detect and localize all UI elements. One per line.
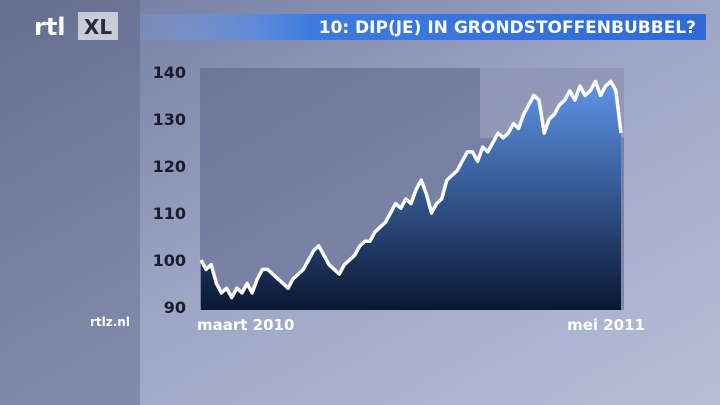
logo-xl: XL: [84, 15, 112, 39]
y-tick-label: 110: [153, 204, 186, 223]
x-tick-label: maart 2010: [197, 316, 294, 334]
y-tick-label: 130: [153, 110, 186, 129]
title: 10: DIP(JE) IN GRONDSTOFFENBUBBEL?: [319, 18, 696, 38]
side-panel: [0, 0, 140, 405]
area-fill: [201, 81, 621, 311]
y-tick-label: 140: [153, 63, 186, 82]
x-tick-label: mei 2011: [567, 316, 645, 334]
line: [199, 79, 623, 300]
y-tick-label: 100: [153, 251, 186, 270]
y-tick-label: 120: [153, 157, 186, 176]
source: rtlz.nl: [90, 315, 130, 329]
logo-box: [78, 12, 118, 40]
logo-rtl: rtl: [34, 13, 66, 41]
y-tick-label: 90: [164, 298, 186, 317]
title-banner: [140, 14, 706, 40]
